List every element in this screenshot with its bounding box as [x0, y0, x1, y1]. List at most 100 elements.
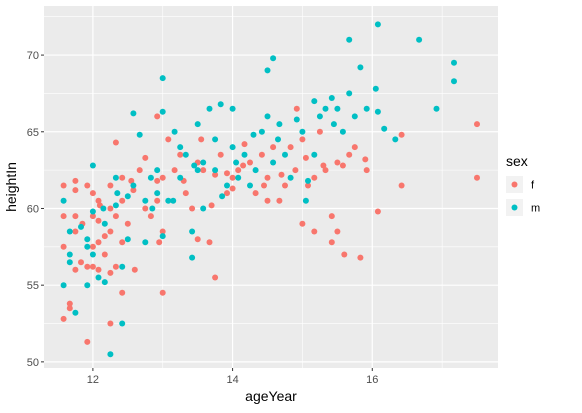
legend-key-f: [511, 181, 518, 188]
legend-label-f: f: [531, 180, 535, 192]
data-point-m: [89, 162, 96, 169]
x-tick-label: 14: [226, 374, 238, 386]
data-point-m: [287, 174, 294, 181]
data-point-f: [328, 239, 335, 246]
data-point-m: [270, 55, 277, 62]
data-point-f: [107, 269, 114, 276]
data-point-m: [299, 128, 306, 135]
data-point-f: [198, 136, 205, 143]
data-point-f: [147, 213, 154, 220]
data-point-f: [212, 274, 219, 281]
x-tick-label: 12: [87, 374, 99, 386]
data-point-f: [130, 187, 137, 194]
data-point-m: [194, 167, 201, 174]
data-point-f: [89, 190, 96, 197]
data-point-f: [282, 182, 288, 189]
data-point-f: [316, 128, 323, 135]
data-point-f: [165, 136, 172, 143]
data-point-f: [171, 167, 178, 174]
data-point-f: [72, 213, 79, 220]
data-point-f: [339, 162, 346, 169]
data-point-m: [95, 274, 102, 281]
data-point-f: [119, 197, 126, 204]
data-point-f: [206, 239, 213, 246]
data-point-f: [224, 190, 230, 197]
data-point-m: [147, 174, 154, 181]
data-point-m: [374, 21, 381, 28]
data-point-f: [299, 136, 306, 143]
data-point-f: [305, 182, 311, 189]
data-point-m: [124, 236, 131, 243]
data-point-m: [212, 136, 219, 143]
data-point-m: [264, 67, 271, 74]
data-point-f: [208, 202, 215, 209]
data-point-m: [229, 144, 236, 151]
data-point-m: [270, 159, 277, 166]
data-point-f: [107, 182, 114, 189]
data-point-m: [84, 236, 91, 243]
data-point-m: [235, 174, 242, 181]
data-point-f: [398, 182, 405, 189]
data-point-f: [247, 159, 253, 166]
data-point-f: [346, 151, 353, 158]
data-point-m: [311, 98, 318, 105]
data-point-f: [112, 213, 119, 220]
data-point-m: [159, 108, 166, 115]
data-point-m: [114, 190, 121, 197]
data-point-f: [287, 144, 294, 151]
data-point-f: [182, 190, 189, 197]
data-point-f: [363, 167, 370, 174]
legend-label-m: m: [531, 203, 540, 215]
data-point-f: [154, 177, 161, 184]
data-point-m: [171, 128, 178, 135]
data-point-m: [302, 197, 309, 204]
data-point-m: [357, 64, 364, 71]
data-point-m: [247, 182, 253, 189]
data-point-m: [66, 259, 73, 266]
data-point-f: [72, 228, 79, 235]
data-point-m: [112, 174, 119, 181]
y-tick-label: 50: [27, 357, 39, 369]
data-point-m: [241, 151, 248, 158]
data-point-m: [316, 113, 323, 120]
y-axis-title: heightIn: [3, 162, 19, 212]
data-point-f: [72, 187, 79, 194]
data-point-f: [264, 174, 271, 181]
data-point-m: [334, 105, 341, 112]
data-point-f: [224, 170, 230, 177]
data-point-m: [60, 197, 67, 204]
data-point-m: [346, 36, 353, 43]
data-point-f: [292, 167, 299, 174]
data-point-m: [212, 167, 219, 174]
data-point-f: [154, 197, 161, 204]
data-point-f: [112, 263, 119, 270]
data-point-f: [261, 182, 267, 189]
data-point-m: [372, 85, 379, 92]
data-point-m: [363, 105, 370, 112]
legend-title: sex: [506, 153, 528, 169]
data-point-f: [322, 167, 329, 174]
data-point-f: [124, 220, 131, 227]
x-tick-label: 16: [366, 374, 378, 386]
data-point-m: [189, 254, 196, 261]
data-point-f: [60, 213, 67, 220]
data-point-f: [229, 185, 236, 192]
data-point-f: [119, 289, 126, 296]
data-point-f: [84, 338, 91, 345]
data-point-f: [362, 156, 369, 163]
data-point-m: [328, 95, 335, 101]
data-point-m: [322, 105, 329, 112]
data-point-f: [351, 144, 358, 151]
data-point-f: [194, 236, 201, 243]
data-point-m: [66, 251, 73, 258]
data-points: [60, 21, 480, 358]
data-point-m: [130, 110, 137, 117]
data-point-f: [119, 174, 126, 181]
legend-key-m: [511, 204, 518, 211]
data-point-f: [299, 220, 306, 227]
data-point-f: [112, 139, 119, 146]
data-point-f: [95, 266, 102, 273]
plot-panel: [44, 6, 498, 368]
data-point-m: [142, 197, 149, 204]
data-point-m: [276, 121, 283, 128]
